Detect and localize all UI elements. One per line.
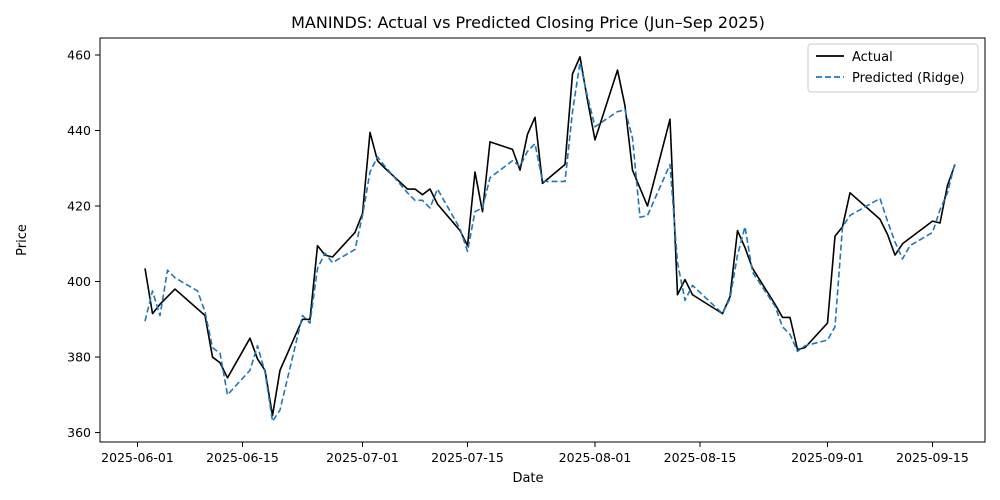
legend-label-predicted: Predicted (Ridge) [852,71,964,86]
y-axis: 360 380 400 420 440 460 [67,47,100,440]
chart-title: MANINDS: Actual vs Predicted Closing Pri… [291,13,765,32]
y-tick-label: 360 [67,425,91,440]
x-tick-label: 2025-08-15 [664,450,737,465]
x-axis: 2025-06-01 2025-06-15 2025-07-01 2025-07-15… [101,442,969,465]
x-tick-label: 2025-09-15 [896,450,969,465]
x-tick-label: 2025-06-15 [206,450,279,465]
series-layer [144,56,956,423]
x-tick-label: 2025-09-01 [791,450,864,465]
x-axis-label: Date [512,471,543,486]
plot-frame [99,37,986,443]
x-tick-label: 2025-07-15 [431,450,504,465]
x-tick-label: 2025-06-01 [101,450,174,465]
legend: Actual Predicted (Ridge) [807,43,979,93]
y-tick-label: 460 [67,47,91,62]
series-line-predicted [144,61,956,423]
y-tick-label: 420 [67,199,91,214]
series-line-actual [144,56,956,417]
y-tick-label: 400 [67,274,91,289]
legend-label-actual: Actual [852,50,893,65]
y-tick-label: 380 [67,350,91,365]
x-tick-label: 2025-08-01 [559,450,632,465]
legend-box [807,43,979,93]
y-axis-label: Price [15,224,30,256]
y-tick-label: 440 [67,123,91,138]
x-tick-label: 2025-07-01 [326,450,399,465]
